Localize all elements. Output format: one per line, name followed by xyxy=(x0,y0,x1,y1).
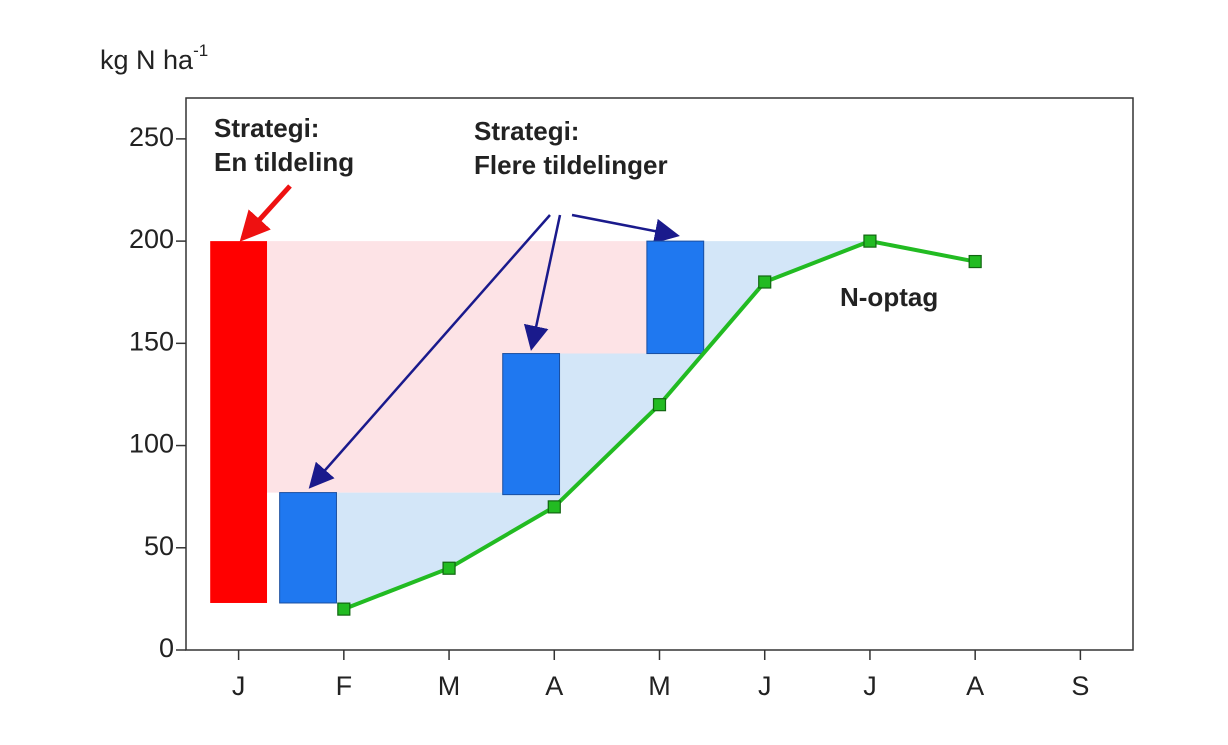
y-axis-label: kg N ha-1 xyxy=(100,41,208,75)
y-tick-label: 250 xyxy=(129,122,174,152)
bar xyxy=(502,353,561,496)
x-tick-label: J xyxy=(863,671,877,701)
annotation: Strategi: xyxy=(214,113,319,143)
marker xyxy=(547,500,561,514)
marker xyxy=(652,398,667,412)
x-tick-label: M xyxy=(438,671,461,701)
x-tick-label: J xyxy=(232,671,246,701)
marker xyxy=(442,561,456,575)
marker xyxy=(968,254,982,269)
x-tick-label: F xyxy=(336,671,353,701)
y-label-text: kg N ha xyxy=(100,45,194,75)
x-tick-label: M xyxy=(648,671,671,701)
x-tick-label: J xyxy=(758,671,772,701)
y-tick-label: 0 xyxy=(159,633,174,663)
annotation: Flere tildelinger xyxy=(474,150,668,180)
y-tick-label: 50 xyxy=(144,531,174,561)
marker xyxy=(758,275,772,289)
y-tick-label: 200 xyxy=(129,224,174,254)
y-tick-label: 100 xyxy=(129,429,174,459)
arrow xyxy=(239,184,292,242)
y-label-sup: -1 xyxy=(193,41,208,60)
y-tick-label: 150 xyxy=(129,326,174,356)
marker xyxy=(863,234,877,248)
arrow xyxy=(308,214,551,489)
annotation: En tildeling xyxy=(214,147,354,177)
arrow xyxy=(571,213,680,244)
x-tick-label: S xyxy=(1071,671,1089,701)
arrow xyxy=(523,214,562,351)
series-label: N-optag xyxy=(840,282,938,312)
x-tick-label: A xyxy=(545,671,563,701)
marker xyxy=(337,602,351,616)
annotation: Strategi: xyxy=(474,116,579,146)
bar xyxy=(279,492,337,604)
bar xyxy=(646,240,705,355)
blue-area xyxy=(336,241,870,610)
x-tick-label: A xyxy=(966,671,984,701)
bar xyxy=(210,241,268,603)
